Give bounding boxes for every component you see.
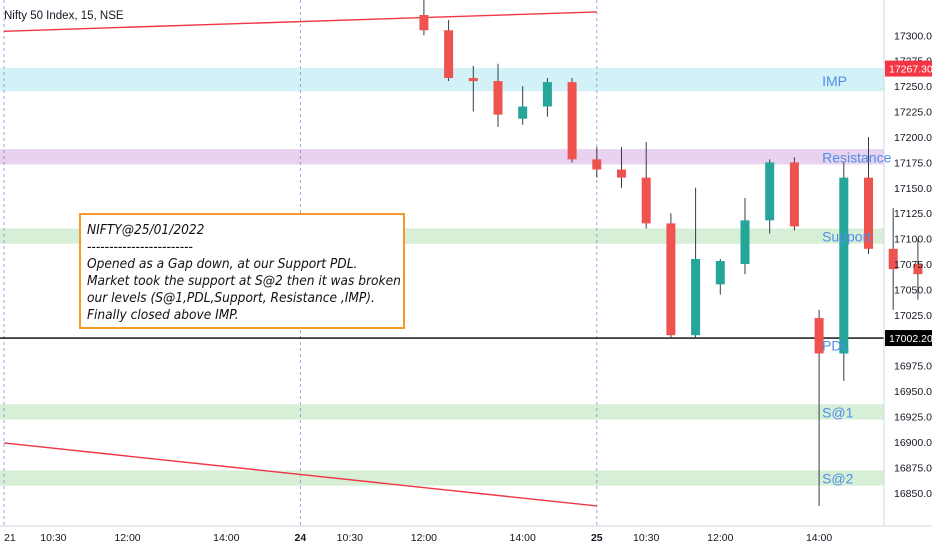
trend-line[interactable]: [3, 442, 597, 507]
candle-down[interactable]: [617, 169, 626, 178]
annotation-box[interactable]: NIFTY@25/01/2022 -----------------------…: [79, 213, 405, 329]
candle-down[interactable]: [468, 78, 478, 82]
chart-title: Nifty 50 Index, 15, NSE: [4, 10, 124, 22]
level-label: S@1: [822, 404, 854, 420]
session-break-layer: [3, 0, 598, 526]
y-tick-label: 17025.00: [894, 310, 932, 322]
x-tick-label: 12:00: [707, 532, 733, 544]
y-tick-label: 17175.00: [894, 157, 932, 169]
x-tick-label: 10:30: [337, 532, 363, 544]
candle-down[interactable]: [789, 162, 799, 227]
y-tick-label: 16950.00: [894, 386, 932, 398]
candle-down[interactable]: [493, 81, 503, 115]
y-tick-label: 17300.00: [894, 30, 932, 42]
level-label: Resistance: [822, 149, 891, 165]
y-tick-label: 17050.00: [894, 284, 932, 296]
annotation-line: Opened as a Gap down, at our Support PDL…: [87, 256, 358, 272]
candle-up[interactable]: [765, 162, 775, 221]
candle-up[interactable]: [518, 106, 528, 119]
candle-up[interactable]: [740, 220, 750, 265]
zone-resistance: [0, 149, 884, 165]
candle-up[interactable]: [691, 258, 701, 336]
y-tick-label: 16900.00: [894, 437, 932, 449]
candle-down[interactable]: [864, 177, 873, 249]
y-tick-label: 17200.00: [894, 132, 932, 144]
y-tick-label: 17150.00: [894, 183, 932, 195]
zone-s2: [0, 470, 884, 486]
candle-up[interactable]: [715, 260, 725, 285]
price-tag[interactable]: [885, 330, 932, 347]
zone-imp: [0, 67, 884, 92]
y-tick-label: 17125.00: [894, 208, 932, 220]
candle-down[interactable]: [444, 30, 454, 79]
y-tick-label: 17075.00: [894, 259, 932, 271]
y-tick-label: 17100.00: [894, 234, 932, 246]
y-tick-label: 16875.00: [894, 462, 932, 474]
level-label: IMP: [822, 73, 847, 89]
annotation-line: Market took the support at S@2 then it w…: [87, 273, 401, 289]
x-tick-label: 14:00: [510, 532, 536, 544]
x-tick-label: 14:00: [213, 532, 239, 544]
zone-s1: [0, 404, 884, 420]
annotation-line: our levels (S@1,PDL,Support, Resistance …: [87, 290, 375, 306]
y-axis[interactable]: 17300.0017275.0017250.0017225.0017200.00…: [883, 0, 932, 526]
annotation-line: ------------------------: [87, 239, 193, 255]
x-tick-label: 25: [591, 532, 603, 544]
y-tick-label: 16925.00: [894, 412, 932, 424]
x-tick-label: 24: [295, 532, 307, 544]
candle-down[interactable]: [592, 159, 602, 170]
candle-down[interactable]: [419, 15, 429, 31]
y-tick-label: 16850.00: [894, 488, 932, 500]
level-label: S@2: [822, 471, 854, 487]
x-tick-label: 12:00: [411, 532, 437, 544]
trend-line[interactable]: [3, 11, 597, 32]
x-tick-label: 10:30: [40, 532, 66, 544]
candle-up[interactable]: [542, 82, 552, 107]
candle-down[interactable]: [666, 223, 676, 336]
x-tick-label: 14:00: [806, 532, 832, 544]
y-tick-label: 17250.00: [894, 81, 932, 93]
candle-down[interactable]: [567, 82, 577, 160]
candle-down[interactable]: [641, 177, 651, 224]
x-tick-label: 21: [4, 532, 16, 544]
level-label: Support: [822, 229, 871, 245]
level-label-layer: IMP Resistance Support PDL S@1 S@2: [822, 73, 891, 486]
candle-up[interactable]: [839, 177, 849, 354]
candle-down[interactable]: [888, 248, 898, 270]
candle-layer: [419, 0, 923, 506]
level-label: PDL: [822, 337, 849, 353]
y-tick-label: 16975.00: [894, 361, 932, 373]
x-tick-label: 12:00: [114, 532, 140, 544]
line-layer: [0, 11, 884, 507]
annotation-line: NIFTY@25/01/2022: [87, 222, 205, 238]
price-tag-label: 17267.30: [889, 64, 932, 76]
y-tick-label: 17225.00: [894, 107, 932, 119]
candle-down[interactable]: [814, 317, 824, 354]
price-tag[interactable]: [885, 60, 932, 77]
candle-down[interactable]: [913, 264, 923, 275]
annotation-line: Finally closed above IMP.: [87, 307, 239, 323]
x-tick-label: 10:30: [633, 532, 659, 544]
zone-layer: [0, 67, 884, 486]
price-tag-label: 17002.20: [889, 333, 932, 345]
x-axis[interactable]: 21 10:30 12:00 14:00 24 10:30 12:00 14:00 25 10:3…: [0, 525, 932, 544]
